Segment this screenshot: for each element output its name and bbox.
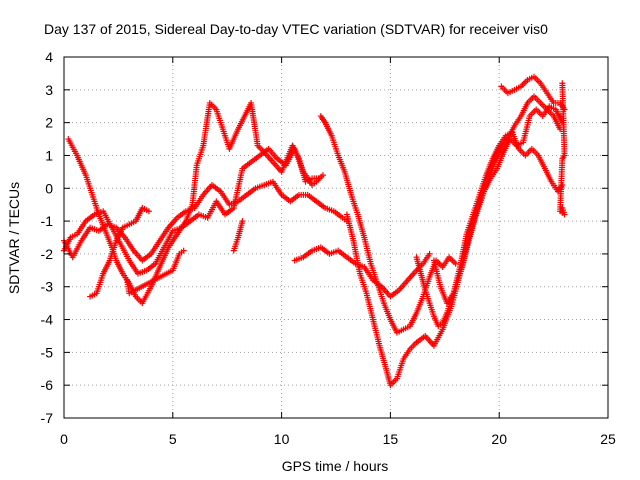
y-tick-label: -3: [41, 279, 54, 295]
x-tick-label: 20: [491, 431, 507, 447]
axes: [63, 56, 609, 419]
series-track-k: [413, 93, 564, 330]
y-tick-label: -5: [41, 344, 54, 360]
x-tick-label: 10: [274, 431, 290, 447]
grid-lines: [64, 57, 608, 418]
y-tick-label: -2: [41, 246, 54, 262]
x-tick-label: 15: [383, 431, 399, 447]
y-tick-label: 4: [45, 49, 53, 65]
y-tick-label: -4: [41, 312, 54, 328]
data-point: [426, 250, 433, 257]
y-tick-label: -6: [41, 377, 54, 393]
data-point: [319, 172, 326, 179]
data-point: [559, 80, 566, 87]
series-track-h: [317, 113, 459, 336]
y-tick-labels: -7 -6 -5 -4 -3 -2 -1 0 1 2 3 4: [41, 49, 54, 426]
data-point: [145, 208, 152, 215]
x-tick-label: 25: [600, 431, 616, 447]
data-series: [61, 73, 568, 389]
x-tick-label: 0: [60, 431, 68, 447]
y-tick-label: -7: [41, 410, 54, 426]
series-track-m: [557, 80, 568, 218]
y-axis-label: SDTVAR / TECUs: [6, 182, 22, 294]
data-point: [452, 260, 459, 267]
data-point: [180, 247, 187, 254]
x-tick-label: 5: [169, 431, 177, 447]
y-tick-label: -1: [41, 213, 54, 229]
chart-title: Day 137 of 2015, Sidereal Day-to-day VTE…: [44, 21, 548, 37]
y-tick-label: 0: [45, 180, 53, 196]
series-track-e: [124, 247, 187, 297]
plot-frame: [63, 56, 609, 419]
series-track-d: [87, 204, 152, 300]
y-tick-label: 1: [45, 147, 53, 163]
x-axis-label: GPS time / hours: [282, 458, 389, 474]
series-track-g: [291, 244, 433, 300]
x-tick-labels: 0 5 10 15 20 25: [60, 431, 616, 447]
data-point: [239, 218, 246, 225]
series-track-c: [65, 99, 322, 307]
data-point: [315, 175, 322, 182]
y-tick-label: 2: [45, 115, 53, 131]
series-track-l: [498, 73, 568, 113]
y-tick-label: 3: [45, 82, 53, 98]
series-track-f: [230, 218, 246, 254]
